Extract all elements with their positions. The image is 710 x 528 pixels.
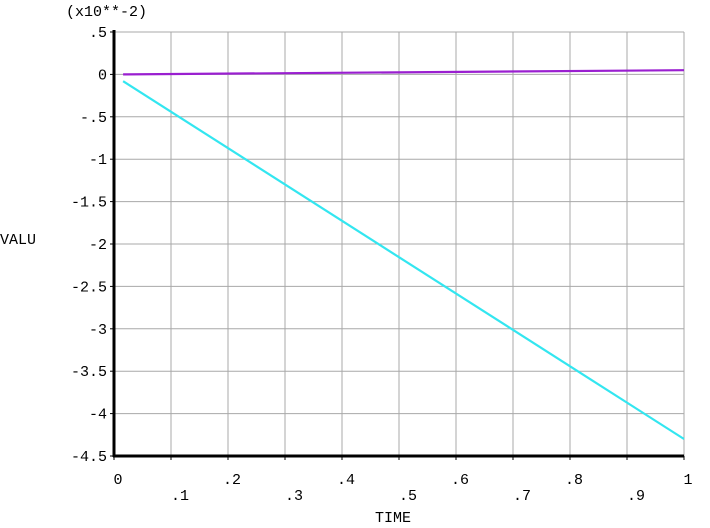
x-tick-label: 0 [113,472,122,489]
y-tick-label: -4 [89,407,107,424]
x-tick-label: .1 [171,488,189,505]
y-tick-label: -3 [89,322,107,339]
x-tick-label: .9 [627,488,645,505]
y-tick-label: -3.5 [71,364,107,381]
y-axis-label: VALU [0,232,36,249]
axes [110,30,685,460]
y-tick-label: .5 [89,25,107,42]
x-tick-label: .5 [399,488,417,505]
y-tick-label: -2 [89,237,107,254]
series-line-1 [123,69,685,76]
series-lines [122,69,685,440]
x-tick-label: .8 [565,472,583,489]
y-tick-label: -4.5 [71,449,107,466]
x-tick-label: .6 [451,472,469,489]
y-tick-label: -2.5 [71,279,107,296]
grid [114,31,685,456]
x-tick-label: .4 [337,472,355,489]
x-tick-label: .2 [223,472,241,489]
x-tick-labels: 0 .2 .4 .6 .8 1 .1 .3 .5 .7 .9 [113,472,692,505]
y-tick-label: -1 [89,152,107,169]
y-tick-label: 0 [98,67,107,84]
series-line-2 [122,80,685,440]
x-tick-label: 1 [683,472,692,489]
y-tick-labels: .5 0 -.5 -1 -1.5 -2 -2.5 -3 -3.5 -4 -4.5 [71,25,107,466]
x-tick-label: .7 [513,488,531,505]
x-axis-label: TIME [375,510,411,527]
y-scale-note: (x10**-2) [66,4,147,21]
y-tick-label: -.5 [80,110,107,127]
y-tick-label: -1.5 [71,195,107,212]
x-tick-label: .3 [285,488,303,505]
